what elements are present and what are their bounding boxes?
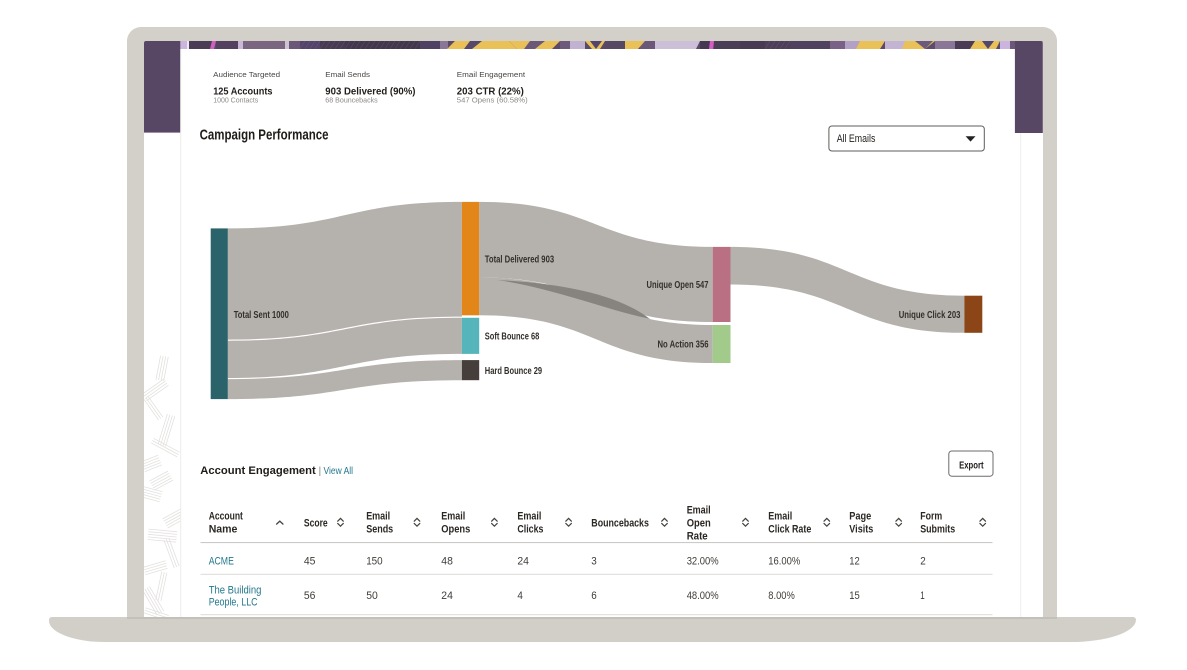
svg-text:32.00%: 32.00%	[687, 556, 719, 568]
svg-text:45: 45	[304, 556, 316, 568]
svg-text:56: 56	[304, 590, 316, 602]
svg-text:2: 2	[920, 556, 926, 568]
svg-text:15: 15	[849, 590, 860, 602]
svg-text:50: 50	[366, 590, 378, 602]
svg-text:ACME: ACME	[209, 556, 234, 568]
svg-text:8.00%: 8.00%	[768, 590, 795, 602]
svg-text:Audience Targeted: Audience Targeted	[213, 70, 280, 79]
svg-text:16.00%: 16.00%	[768, 556, 800, 568]
svg-text:Open: Open	[687, 518, 711, 530]
svg-text:24: 24	[517, 556, 529, 568]
svg-text:Submits: Submits	[920, 523, 955, 535]
svg-text:All Emails: All Emails	[837, 133, 876, 145]
svg-text:3: 3	[591, 556, 597, 568]
svg-text:Total Delivered 903: Total Delivered 903	[485, 254, 554, 265]
svg-text:24: 24	[441, 590, 453, 602]
svg-text:68 Bouncebacks: 68 Bouncebacks	[325, 97, 378, 105]
svg-text:48: 48	[441, 556, 453, 568]
svg-text:Score: Score	[304, 518, 328, 530]
svg-text:View All: View All	[324, 465, 354, 477]
svg-text:Unique Open 547: Unique Open 547	[647, 280, 709, 291]
svg-text:Soft Bounce 68: Soft Bounce 68	[485, 332, 540, 343]
svg-text:Click Rate: Click Rate	[768, 523, 811, 535]
svg-text:12: 12	[849, 556, 860, 568]
svg-text:Email: Email	[687, 505, 711, 517]
svg-text:Bouncebacks: Bouncebacks	[591, 518, 649, 530]
svg-text:|: |	[319, 465, 322, 477]
svg-text:547 Opens (60.58%): 547 Opens (60.58%)	[457, 97, 528, 105]
svg-text:Account Engagement: Account Engagement	[200, 465, 316, 477]
svg-text:125 Accounts: 125 Accounts	[213, 86, 272, 97]
svg-text:The Building: The Building	[209, 584, 262, 596]
svg-text:203 CTR (22%): 203 CTR (22%)	[457, 86, 524, 97]
svg-text:4: 4	[517, 590, 523, 602]
svg-text:Visits: Visits	[849, 523, 873, 535]
svg-text:People, LLC: People, LLC	[209, 596, 258, 608]
svg-text:Email: Email	[441, 511, 465, 523]
svg-text:Page: Page	[849, 511, 871, 523]
svg-text:1000 Contacts: 1000 Contacts	[213, 97, 259, 105]
svg-text:Sends: Sends	[366, 523, 393, 535]
svg-text:6: 6	[591, 590, 597, 602]
svg-text:Total Sent 1000: Total Sent 1000	[234, 310, 289, 321]
svg-text:Opens: Opens	[441, 523, 470, 535]
svg-text:903 Delivered (90%): 903 Delivered (90%)	[325, 86, 415, 97]
svg-text:Campaign Performance: Campaign Performance	[200, 127, 329, 144]
svg-text:Email Engagement: Email Engagement	[457, 70, 526, 79]
svg-text:1: 1	[920, 590, 925, 602]
svg-text:Hard Bounce 29: Hard Bounce 29	[485, 366, 542, 377]
svg-text:Account: Account	[209, 511, 243, 523]
svg-text:Rate: Rate	[687, 531, 708, 543]
svg-text:No Action 356: No Action 356	[658, 340, 709, 351]
svg-text:Email: Email	[366, 511, 390, 523]
svg-text:Email: Email	[768, 511, 792, 523]
svg-text:Export: Export	[959, 460, 984, 471]
svg-text:Clicks: Clicks	[517, 523, 543, 535]
svg-text:Unique Click 203: Unique Click 203	[899, 310, 961, 321]
svg-text:150: 150	[366, 556, 383, 568]
svg-text:Name: Name	[209, 523, 238, 535]
svg-text:Form: Form	[920, 511, 942, 523]
svg-text:Email: Email	[517, 511, 541, 523]
svg-text:48.00%: 48.00%	[687, 590, 719, 602]
svg-text:Email Sends: Email Sends	[325, 70, 370, 79]
